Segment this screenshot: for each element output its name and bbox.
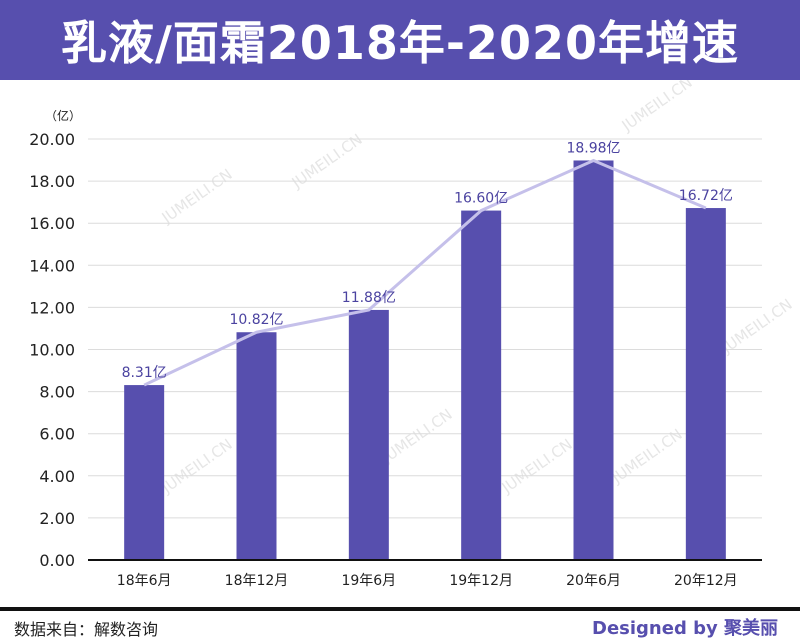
y-axis-unit: （亿） xyxy=(45,108,81,123)
designer-credit: Designed by 聚美丽 xyxy=(592,618,778,639)
y-tick-label: 16.00 xyxy=(29,214,75,233)
bar xyxy=(573,160,614,560)
watermark: JUMEILI.CN xyxy=(718,295,796,357)
data-label: 16.72亿 xyxy=(679,188,733,204)
y-tick-label: 12.00 xyxy=(29,298,75,317)
bar xyxy=(685,208,726,560)
bar xyxy=(348,309,389,560)
y-tick-label: 0.00 xyxy=(39,551,75,570)
watermark: JUMEILI.CN xyxy=(158,165,236,227)
watermark: JUMEILI.CN xyxy=(618,80,696,135)
x-tick-label: 20年12月 xyxy=(674,573,738,589)
bar xyxy=(461,210,502,560)
footer-divider xyxy=(0,607,800,611)
watermark: JUMEILI.CN xyxy=(378,405,456,467)
y-tick-label: 4.00 xyxy=(39,467,75,486)
y-tick-label: 8.00 xyxy=(39,383,75,402)
y-tick-label: 6.00 xyxy=(39,425,75,444)
data-label: 8.31亿 xyxy=(122,365,167,381)
y-tick-label: 2.00 xyxy=(39,509,75,528)
data-label: 18.98亿 xyxy=(566,140,620,156)
y-tick-label: 20.00 xyxy=(29,130,75,149)
watermark: JUMEILI.CN xyxy=(498,435,576,497)
x-tick-label: 18年12月 xyxy=(225,573,289,589)
data-label: 11.88亿 xyxy=(342,290,396,306)
data-label: 16.60亿 xyxy=(454,191,508,207)
chart-title: 乳液/面霜2018年-2020年增速 xyxy=(61,16,739,70)
x-tick-label: 20年6月 xyxy=(566,573,621,589)
title-bar: 乳液/面霜2018年-2020年增速 xyxy=(0,0,800,80)
bar xyxy=(124,385,165,560)
y-tick-label: 10.00 xyxy=(29,341,75,360)
x-tick-label: 19年6月 xyxy=(341,573,396,589)
bar-chart: JUMEILI.CN JUMEILI.CN JUMEILI.CN JUMEILI.CN… xyxy=(29,80,796,589)
data-label: 10.82亿 xyxy=(229,312,283,328)
trend-line xyxy=(143,158,707,387)
x-tick-label: 19年12月 xyxy=(449,573,513,589)
bar xyxy=(236,332,277,560)
y-tick-label: 18.00 xyxy=(29,172,75,191)
x-tick-label: 18年6月 xyxy=(117,573,172,589)
watermark: JUMEILI.CN xyxy=(158,435,236,497)
data-source: 数据来自：解数咨询 xyxy=(14,620,159,639)
watermark: JUMEILI.CN xyxy=(608,425,686,487)
y-tick-label: 14.00 xyxy=(29,256,75,275)
